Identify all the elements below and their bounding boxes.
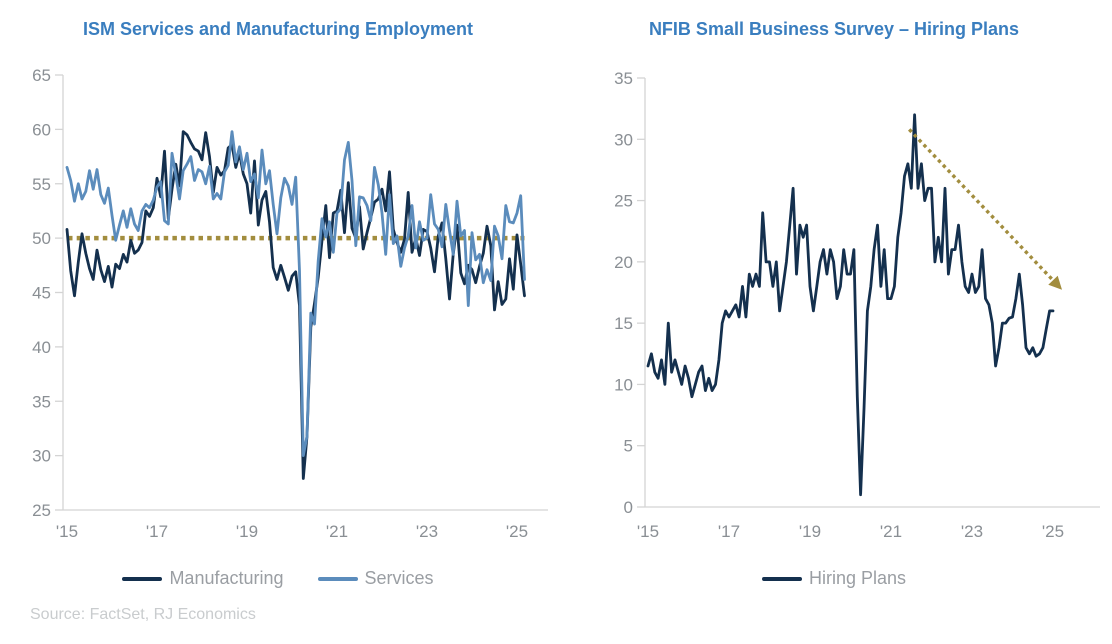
svg-text:45: 45 xyxy=(32,284,51,303)
nfib-chart-title: NFIB Small Business Survey – Hiring Plan… xyxy=(648,19,1020,39)
source-note: Source: FactSet, RJ Economics xyxy=(30,606,256,623)
svg-text:'15: '15 xyxy=(637,522,659,541)
svg-text:55: 55 xyxy=(32,175,51,194)
svg-text:'23: '23 xyxy=(416,522,438,541)
svg-text:'21: '21 xyxy=(326,522,348,541)
services-legend-label: Services xyxy=(364,568,434,588)
svg-text:'17: '17 xyxy=(718,522,740,541)
svg-text:'17: '17 xyxy=(146,522,168,541)
hiring-plans-legend-label: Hiring Plans xyxy=(808,568,907,588)
manufacturing-legend-label: Manufacturing xyxy=(169,568,284,588)
services-line-swatch xyxy=(317,576,358,581)
legend-item-manufacturing: Manufacturing xyxy=(122,568,284,589)
svg-text:60: 60 xyxy=(32,120,51,139)
svg-text:'25: '25 xyxy=(1042,522,1064,541)
svg-text:20: 20 xyxy=(614,253,633,272)
svg-text:40: 40 xyxy=(32,338,51,357)
ism-chart-title: ISM Services and Manufacturing Employmen… xyxy=(82,19,474,39)
ism-chart-legend: Manufacturing Services xyxy=(0,568,556,589)
svg-text:25: 25 xyxy=(614,192,633,211)
ism-chart-panel: ISM Services and Manufacturing Employmen… xyxy=(0,19,556,589)
svg-text:10: 10 xyxy=(614,375,633,394)
hiring-plans-line-swatch xyxy=(761,576,802,581)
svg-text:'25: '25 xyxy=(506,522,528,541)
svg-text:65: 65 xyxy=(32,66,51,85)
nfib-chart-panel: NFIB Small Business Survey – Hiring Plan… xyxy=(556,0,1112,644)
svg-text:'23: '23 xyxy=(961,522,983,541)
svg-text:5: 5 xyxy=(624,437,633,456)
svg-text:30: 30 xyxy=(32,447,51,466)
svg-text:50: 50 xyxy=(32,229,51,248)
legend-item-hiring-plans: Hiring Plans xyxy=(761,568,907,589)
svg-text:15: 15 xyxy=(614,314,633,333)
legend-item-services: Services xyxy=(317,568,434,589)
svg-text:25: 25 xyxy=(32,501,51,520)
manufacturing-line-swatch xyxy=(122,576,163,581)
ism-employment-chart: 25 30 35 40 45 50 55 60 65 '15 '17 '19 '21 '23 '25 xyxy=(32,66,548,541)
svg-text:'21: '21 xyxy=(880,522,902,541)
svg-text:'19: '19 xyxy=(799,522,821,541)
svg-text:35: 35 xyxy=(614,69,633,88)
svg-text:'15: '15 xyxy=(56,522,78,541)
svg-text:'19: '19 xyxy=(236,522,258,541)
svg-text:35: 35 xyxy=(32,392,51,411)
nfib-chart-legend: Hiring Plans xyxy=(556,568,1112,589)
nfib-hiring-plans-chart: 0 5 10 15 20 25 30 35 '15 '17 '19 '21 '23 '25 xyxy=(614,69,1100,541)
svg-text:30: 30 xyxy=(614,130,633,149)
svg-text:0: 0 xyxy=(624,498,633,517)
